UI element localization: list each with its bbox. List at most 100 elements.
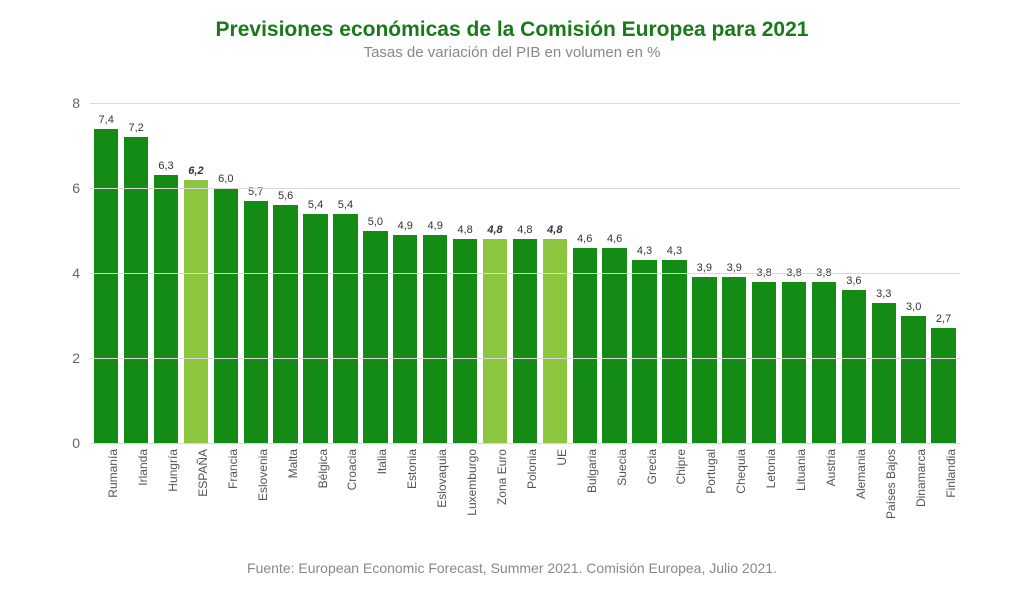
x-label-text: UE xyxy=(555,449,569,466)
bar-value-label: 5,4 xyxy=(338,199,353,211)
x-label-text: Grecia xyxy=(645,449,659,484)
bar-rect xyxy=(842,290,866,443)
y-tick-label: 6 xyxy=(72,180,80,196)
bar: 4,3 xyxy=(632,260,656,443)
bar-rect xyxy=(901,316,925,444)
bar-value-label: 4,3 xyxy=(637,245,652,257)
x-label-text: Estonia xyxy=(405,449,419,489)
bar-value-label: 4,9 xyxy=(398,220,413,232)
bar: 3,0 xyxy=(901,316,925,444)
bar-rect xyxy=(333,214,357,444)
bar: 4,6 xyxy=(602,248,626,444)
bar-rect xyxy=(692,277,716,443)
bar-value-label: 7,4 xyxy=(99,114,114,126)
bar-rect xyxy=(722,277,746,443)
bar-rect xyxy=(273,205,297,443)
x-label: Italia xyxy=(363,443,387,533)
x-label-text: Italia xyxy=(375,449,389,474)
bar-rect xyxy=(154,175,178,443)
bar-value-label: 2,7 xyxy=(936,313,951,325)
x-label-text: Suecia xyxy=(615,449,629,486)
x-label: Malta xyxy=(273,443,297,533)
x-label: Suecia xyxy=(602,443,626,533)
x-label-text: Irlanda xyxy=(136,449,150,486)
bar: 5,6 xyxy=(273,205,297,443)
bar-rect xyxy=(632,260,656,443)
x-label-text: Finlandia xyxy=(944,449,958,498)
bar-rect xyxy=(812,282,836,444)
x-labels-group: Rumanía Irlanda Hungría ESPAÑA Francia Eslove… xyxy=(90,443,960,533)
x-label: Grecia xyxy=(632,443,656,533)
grid-line xyxy=(90,273,960,274)
bar-rect xyxy=(872,303,896,443)
bar: 4,9 xyxy=(423,235,447,443)
grid-line xyxy=(90,443,960,444)
x-label-text: Alemania xyxy=(854,449,868,499)
x-label: Austria xyxy=(812,443,836,533)
bar-value-label: 4,6 xyxy=(607,233,622,245)
bar-rect xyxy=(543,239,567,443)
bar: 4,8 xyxy=(543,239,567,443)
bar-rect xyxy=(363,231,387,444)
grid-line xyxy=(90,103,960,104)
bar: 3,8 xyxy=(782,282,806,444)
bar: 4,6 xyxy=(573,248,597,444)
x-label-text: Bulgaria xyxy=(585,449,599,493)
bar: 3,8 xyxy=(812,282,836,444)
x-label-text: Portugal xyxy=(704,449,718,494)
x-label-text: Austria xyxy=(824,449,838,486)
x-label-text: Chipre xyxy=(674,449,688,484)
bar-rect xyxy=(931,328,955,443)
bar-rect xyxy=(423,235,447,443)
bar-value-label: 6,2 xyxy=(188,165,203,177)
x-label-text: Rumanía xyxy=(106,449,120,498)
bar-rect xyxy=(483,239,507,443)
chart-container: Previsiones económicas de la Comisión Eu… xyxy=(0,18,1024,594)
x-label: UE xyxy=(543,443,567,533)
x-label: ESPAÑA xyxy=(184,443,208,533)
x-label-text: Bélgica xyxy=(316,449,330,488)
x-label: Eslovaquia xyxy=(423,443,447,533)
y-tick-label: 4 xyxy=(72,265,80,281)
bar: 6,2 xyxy=(184,180,208,444)
bar-rect xyxy=(303,214,327,444)
x-label-text: Dinamarca xyxy=(914,449,928,507)
x-label-text: Zona Euro xyxy=(495,449,509,505)
x-label: Eslovenia xyxy=(244,443,268,533)
bar-value-label: 4,8 xyxy=(487,224,502,236)
bar-value-label: 4,8 xyxy=(547,224,562,236)
y-tick-label: 2 xyxy=(72,350,80,366)
x-label-text: Chequia xyxy=(734,449,748,494)
bar-rect xyxy=(184,180,208,444)
bar-value-label: 7,2 xyxy=(128,122,143,134)
plot-area: 7,47,26,36,26,05,75,65,45,45,04,94,94,84… xyxy=(90,103,960,443)
bar-value-label: 5,4 xyxy=(308,199,323,211)
bar-rect xyxy=(662,260,686,443)
bar-value-label: 3,0 xyxy=(906,301,921,313)
bar-value-label: 4,9 xyxy=(428,220,443,232)
bar-rect xyxy=(782,282,806,444)
x-label-text: Hungría xyxy=(166,449,180,492)
bar-value-label: 5,0 xyxy=(368,216,383,228)
x-label-text: Letonia xyxy=(764,449,778,488)
x-label: Estonia xyxy=(393,443,417,533)
x-label: Croacia xyxy=(333,443,357,533)
bar: 3,9 xyxy=(692,277,716,443)
bar: 4,8 xyxy=(483,239,507,443)
bar-value-label: 5,6 xyxy=(278,190,293,202)
bar: 5,0 xyxy=(363,231,387,444)
bar: 5,7 xyxy=(244,201,268,443)
x-label: Polonia xyxy=(513,443,537,533)
bar: 5,4 xyxy=(333,214,357,444)
x-label: Dinamarca xyxy=(901,443,925,533)
x-label: Irlanda xyxy=(124,443,148,533)
x-label-text: Polonia xyxy=(525,449,539,489)
chart-title: Previsiones económicas de la Comisión Eu… xyxy=(0,18,1024,42)
x-label: Lituania xyxy=(782,443,806,533)
bar: 4,8 xyxy=(513,239,537,443)
bar: 5,4 xyxy=(303,214,327,444)
bar: 3,9 xyxy=(722,277,746,443)
x-label: Francia xyxy=(214,443,238,533)
x-label-text: Francia xyxy=(226,449,240,489)
bar-value-label: 6,0 xyxy=(218,173,233,185)
